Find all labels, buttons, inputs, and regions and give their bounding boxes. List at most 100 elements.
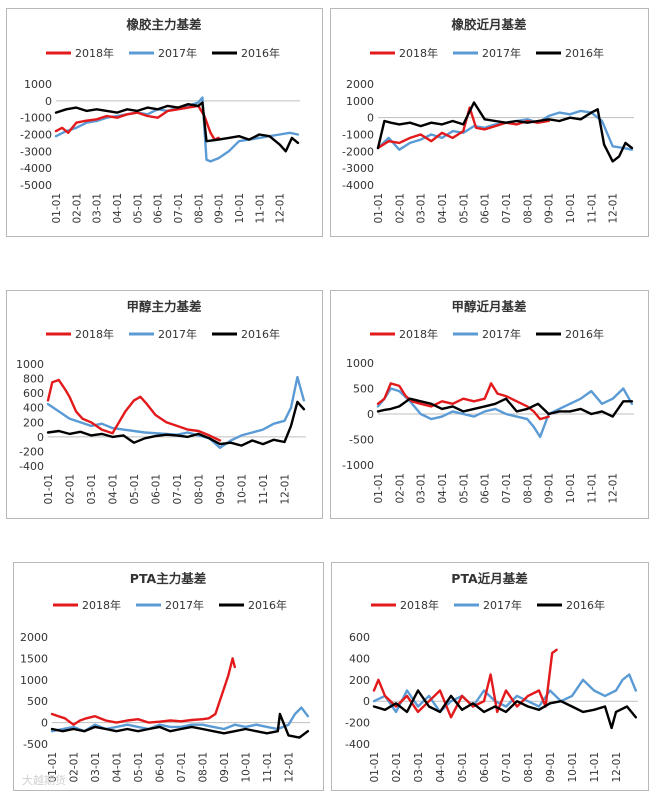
x-tick-label: 04-01 (108, 474, 120, 505)
legend-label: 2018年 (75, 327, 114, 341)
x-tick-label: 03-01 (86, 474, 98, 505)
x-tick-label: 10-01 (565, 473, 577, 504)
chart-title: 甲醇近月基差 (451, 299, 526, 314)
y-tick-label: 0 (367, 408, 374, 421)
series-line-2018年 (46, 378, 222, 442)
x-tick-label: 05-01 (133, 752, 145, 783)
y-tick-label: -500 (349, 434, 374, 447)
y-tick-label: -3000 (342, 162, 374, 175)
panel-frame (6, 290, 323, 519)
y-tick-label: 1000 (16, 358, 44, 371)
y-tick-label: 0 (37, 431, 44, 444)
x-tick-label: 09-01 (219, 752, 231, 783)
y-tick-label: 400 (349, 652, 370, 665)
legend-label: 2017年 (165, 598, 204, 612)
y-tick-label: 0 (363, 695, 370, 708)
x-tick-label: 01-01 (373, 193, 385, 224)
x-tick-label: 11-01 (589, 752, 601, 783)
series-line-2016年 (372, 689, 637, 730)
x-tick-label: 05-01 (132, 193, 144, 224)
y-tick-label: -200 (19, 445, 44, 458)
chart-title: 橡胶主力基差 (126, 17, 201, 32)
x-tick-label: 11-01 (262, 752, 274, 783)
x-tick-label: 12-01 (608, 473, 620, 504)
x-tick-label: 10-01 (234, 193, 246, 224)
series-line-2016年 (376, 397, 634, 418)
y-tick-label: -500 (23, 738, 48, 751)
legend-label: 2018年 (400, 598, 439, 612)
legend-label: 2018年 (82, 598, 121, 612)
chart-panel-5: PTA主力基差 2018年 2017年 2016年 2000 1500 1000 500 0 -5… (13, 562, 324, 791)
series-line-2017年 (50, 706, 310, 733)
y-tick-label: -5000 (20, 179, 52, 192)
x-tick-label: 05-01 (129, 474, 141, 505)
x-tick-label: 02-01 (71, 193, 83, 224)
x-tick-label: 05-01 (458, 473, 470, 504)
x-tick-label: 06-01 (153, 193, 165, 224)
series-line-2018年 (50, 657, 237, 726)
x-tick-label: 07-01 (501, 752, 513, 783)
x-tick-label: 06-01 (480, 193, 492, 224)
x-tick-label: 02-01 (391, 752, 403, 783)
series-line-2018年 (376, 382, 550, 421)
y-tick-label: 600 (349, 631, 370, 644)
legend-label: 2017年 (482, 327, 521, 341)
x-tick-label: 08-01 (193, 193, 205, 224)
x-tick-label: 09-01 (214, 193, 226, 224)
x-tick-label: 08-01 (194, 474, 206, 505)
x-tick-label: 09-01 (544, 193, 556, 224)
x-tick-label: 01-01 (51, 193, 63, 224)
chart-panel-1: 橡胶主力基差 2018年 2017年 2016年 1000 0 -1000 -2000 -300… (6, 8, 323, 237)
y-tick-label: 1000 (346, 357, 374, 370)
x-tick-label: 07-01 (176, 752, 188, 783)
chart-title: 甲醇主力基差 (126, 299, 201, 314)
legend-label: 2018年 (399, 46, 438, 60)
y-tick-label: -400 (345, 738, 370, 751)
x-tick-label: 12-01 (608, 193, 620, 224)
x-tick-label: 02-01 (69, 752, 81, 783)
y-tick-label: 400 (23, 402, 44, 415)
panel-frame (6, 8, 323, 237)
series-line-2017年 (372, 673, 637, 714)
x-tick-label: 01-01 (373, 473, 385, 504)
y-tick-label: 2000 (346, 78, 374, 91)
chart-panel-2: 橡胶近月基差 2018年 2017年 2016年 2000 1000 0 -1000 -2000… (330, 8, 649, 237)
x-tick-label: 02-01 (394, 473, 406, 504)
y-tick-label: 500 (27, 695, 48, 708)
x-tick-label: 03-01 (90, 752, 102, 783)
x-tick-label: 01-01 (43, 474, 55, 505)
legend-label: 2016年 (248, 598, 287, 612)
x-tick-label: 08-01 (523, 752, 535, 783)
x-tick-label: 04-01 (437, 473, 449, 504)
legend-label: 2016年 (566, 598, 605, 612)
y-tick-label: -4000 (20, 162, 52, 175)
chart-title: PTA近月基差 (451, 571, 527, 586)
legend-label: 2016年 (241, 327, 280, 341)
x-tick-label: 06-01 (151, 474, 163, 505)
y-tick-label: -1000 (342, 129, 374, 142)
y-tick-label: 0 (45, 95, 52, 108)
x-tick-label: 05-01 (457, 752, 469, 783)
series-line-2017年 (46, 375, 306, 449)
x-tick-label: 12-01 (611, 752, 623, 783)
y-tick-label: -1000 (20, 112, 52, 125)
y-tick-label: -4000 (342, 179, 374, 192)
x-tick-label: 09-01 (215, 474, 227, 505)
y-tick-label: 1000 (20, 674, 48, 687)
y-tick-label: -2000 (342, 145, 374, 158)
x-tick-label: 06-01 (155, 752, 167, 783)
y-tick-label: 2000 (20, 631, 48, 644)
x-tick-label: 06-01 (479, 752, 491, 783)
y-tick-label: 0 (41, 717, 48, 730)
series-line-2016年 (54, 101, 300, 153)
x-tick-label: 08-01 (522, 473, 534, 504)
series-line-2016年 (46, 400, 306, 447)
legend-label: 2016年 (241, 46, 280, 60)
y-tick-label: 800 (23, 373, 44, 386)
x-tick-label: 07-01 (173, 193, 185, 224)
x-tick-label: 03-01 (92, 193, 104, 224)
legend-label: 2018年 (399, 327, 438, 341)
x-tick-label: 04-01 (112, 193, 124, 224)
x-tick-label: 11-01 (586, 473, 598, 504)
x-tick-label: 10-01 (241, 752, 253, 783)
